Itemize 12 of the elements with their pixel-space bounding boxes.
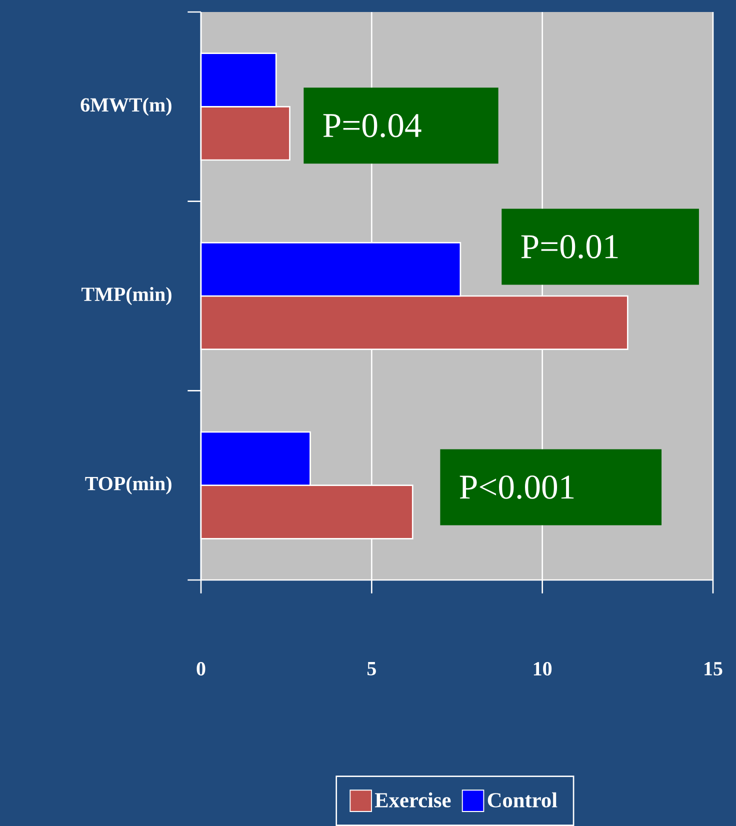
legend-label: Control [488, 792, 558, 808]
legend-label: Exercise [374, 792, 451, 808]
x-tick-label: 10 [534, 662, 552, 676]
y-tick-label: TMP(min) [82, 286, 172, 306]
x-tick-label: 15 [704, 662, 722, 676]
x-tick-label: 0 [196, 662, 206, 676]
annotation: P=0.01 [521, 235, 618, 259]
y-tick-label: 6MWT(m) [80, 98, 172, 116]
annotation: P=0.04 [323, 114, 422, 138]
annotation: P<0.001 [460, 475, 574, 499]
x-tick-label: 5 [367, 662, 376, 676]
y-tick-label: TOP(min) [85, 476, 172, 494]
